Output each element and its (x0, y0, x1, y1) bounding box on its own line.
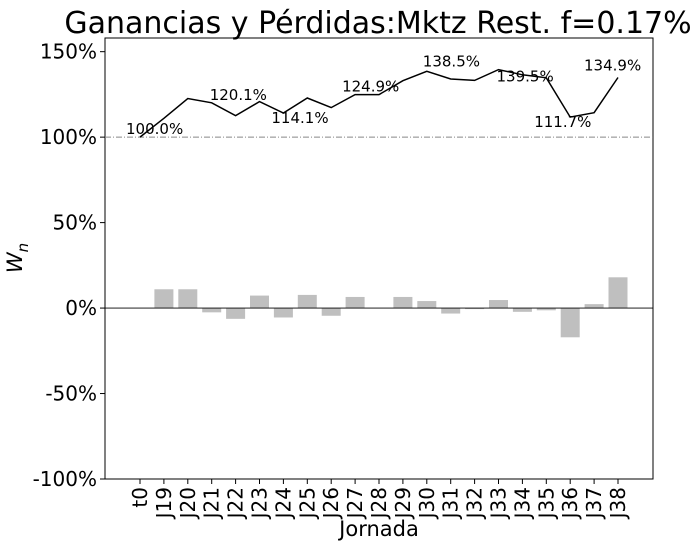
bar (465, 308, 485, 310)
bar (273, 308, 293, 318)
line-series (139, 68, 619, 138)
bar (345, 296, 365, 309)
cumulative-line (139, 68, 619, 138)
y-axis: -100% -50% 0% 50% 100% 150% (33, 40, 105, 491)
x-tick-label: J34 (510, 487, 534, 520)
y-tick-label: 100% (40, 125, 97, 149)
x-tick-label: J23 (248, 487, 272, 520)
x-tick-label: J35 (534, 487, 558, 520)
x-tick-label: J27 (343, 487, 367, 520)
x-tick-label: t0 (128, 487, 152, 508)
x-tick-label: J31 (439, 487, 463, 520)
x-axis-label: Jornada (337, 517, 419, 541)
x-tick-label: J33 (487, 487, 511, 520)
x-tick-label: J26 (319, 487, 343, 520)
x-tick-label: J24 (271, 487, 295, 520)
x-tick-label: J25 (295, 487, 319, 520)
y-label-subscript: n (14, 243, 32, 253)
data-label: 139.5% (497, 68, 554, 86)
y-tick-label: -100% (33, 467, 97, 491)
y-label-main: W (3, 251, 27, 273)
bar (321, 308, 341, 316)
bar (417, 301, 437, 309)
x-tick-label: J21 (200, 487, 224, 520)
data-label: 100.0% (126, 120, 183, 138)
data-label: 111.7% (534, 113, 591, 131)
bar (202, 308, 222, 313)
y-tick-label: 50% (53, 211, 97, 235)
reference-lines (105, 136, 653, 309)
x-tick-label: J30 (415, 487, 439, 520)
bar (560, 308, 580, 338)
x-tick-label: J20 (176, 487, 200, 520)
chart-title: Ganancias y Pérdidas:Mktz Rest. f=0.17% (64, 6, 691, 41)
x-tick-label: J32 (463, 487, 487, 520)
bar (250, 295, 269, 309)
x-tick-label: J19 (152, 487, 176, 520)
data-label: 120.1% (210, 86, 267, 104)
bar (489, 300, 508, 309)
y-tick-label: -50% (45, 382, 97, 406)
data-label: 134.9% (584, 56, 641, 74)
y-tick-label: 150% (40, 40, 97, 64)
data-label: 138.5% (423, 52, 480, 70)
x-tick-label: J29 (391, 487, 415, 520)
data-label: 114.1% (271, 109, 328, 127)
bar (536, 308, 556, 311)
plot-area (104, 37, 654, 480)
y-axis-label: Wn (3, 243, 32, 273)
x-tick-label: J22 (224, 487, 248, 520)
x-tick-label: J28 (367, 487, 391, 520)
bar (608, 277, 628, 309)
bar (441, 308, 461, 314)
x-tick-label: J38 (606, 487, 630, 520)
bar (393, 296, 413, 309)
annotations: 100.0% 120.1%114.1% 124.9% 138.5% 139.5% 111.… (126, 52, 641, 138)
bar (584, 304, 604, 309)
x-tick-label: J36 (558, 487, 582, 520)
y-tick-label: 0% (65, 296, 97, 320)
x-axis: t0 J19 J20 J21 J22 J23 J24 J25 J26 J27 J28 J29 J30 J3… (128, 479, 630, 520)
bar (178, 289, 198, 309)
bar (512, 308, 532, 312)
bar (154, 289, 174, 309)
bar (226, 308, 246, 319)
data-label: 124.9% (342, 78, 399, 96)
x-tick-label: J37 (582, 487, 606, 520)
bar-series (154, 277, 628, 338)
bar (297, 294, 317, 309)
